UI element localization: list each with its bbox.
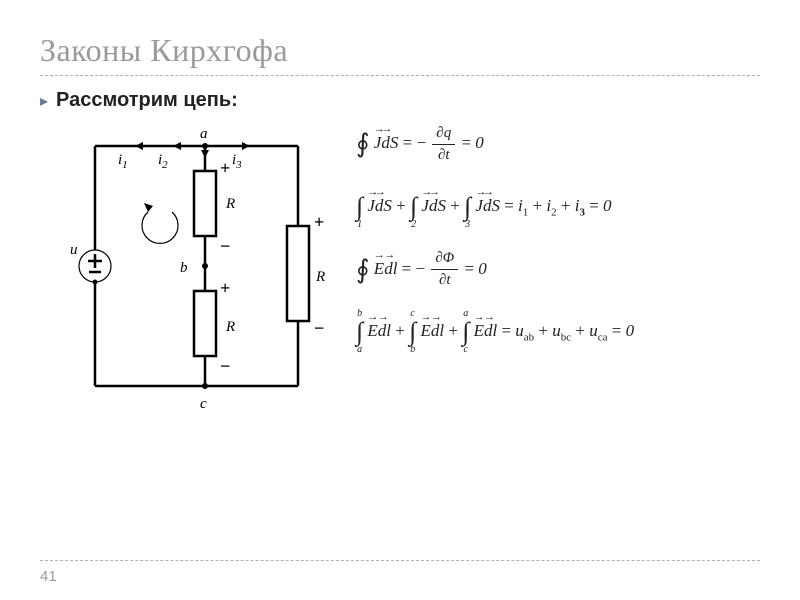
sign-minus-2: − (220, 356, 230, 376)
equations-block: ∮ JdS = − ∂q∂t = 0 ∫1 JdS + ∫2 JdS + ∫3 … (356, 116, 760, 426)
bullet-icon: ▸ (40, 91, 48, 111)
svg-text:i2: i2 (158, 152, 168, 171)
content-area: u R + − R + − R + − (40, 116, 760, 426)
circuit-diagram: u R + − R + − R + − (40, 116, 340, 426)
label-node-c: c (200, 396, 207, 412)
svg-text:i1: i1 (118, 152, 128, 171)
label-u: u (70, 242, 78, 258)
equation-4: b∫a Edl + c∫b Edl + a∫c Edl = uab + ubc … (356, 309, 760, 355)
label-node-a: a (200, 126, 208, 142)
equation-3: ∮ Edl = − ∂Φ∂t = 0 (356, 248, 760, 292)
page-title: Законы Кирхгофа (40, 32, 760, 69)
equation-2: ∫1 JdS + ∫2 JdS + ∫3 JdS = i1 + i2 + i3 … (356, 184, 760, 230)
sign-plus-3: + (314, 212, 324, 232)
sign-plus: + (220, 158, 230, 178)
footer-divider (40, 560, 760, 562)
label-R-right: R (315, 269, 325, 285)
title-divider (40, 75, 760, 77)
subtitle: Рассмотрим цепь: (56, 89, 238, 112)
footer: 41 (40, 560, 760, 586)
bullet-row: ▸ Рассмотрим цепь: (40, 89, 760, 112)
svg-text:i3: i3 (232, 152, 242, 171)
sign-minus: − (220, 236, 230, 256)
label-R-bc: R (225, 319, 235, 335)
label-node-b: b (180, 260, 188, 276)
sign-plus-2: + (220, 278, 230, 298)
equation-1: ∮ JdS = − ∂q∂t = 0 (356, 122, 760, 166)
label-R-ab: R (225, 196, 235, 212)
page-number: 41 (40, 568, 57, 585)
sign-minus-3: − (314, 318, 324, 338)
